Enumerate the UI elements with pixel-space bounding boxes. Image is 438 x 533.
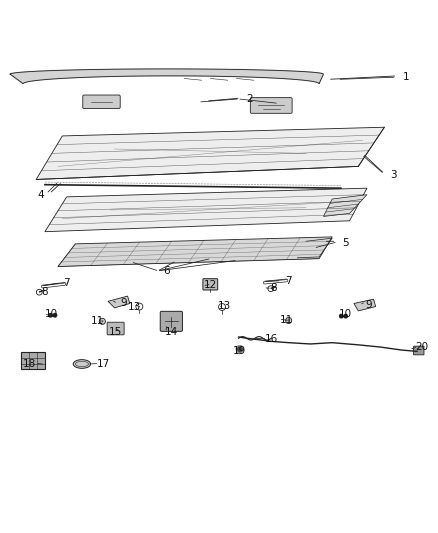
Circle shape [238, 347, 242, 351]
Text: 19: 19 [233, 346, 247, 357]
Text: 8: 8 [270, 283, 277, 293]
FancyBboxPatch shape [107, 322, 124, 335]
Circle shape [38, 290, 41, 294]
Text: 5: 5 [342, 238, 349, 247]
Text: 7: 7 [285, 276, 292, 286]
Circle shape [286, 318, 292, 324]
Text: 6: 6 [163, 266, 170, 276]
Polygon shape [10, 69, 323, 84]
Polygon shape [36, 127, 385, 180]
Text: 2: 2 [246, 94, 253, 104]
Polygon shape [58, 237, 332, 266]
Ellipse shape [73, 360, 91, 368]
Text: 8: 8 [42, 287, 48, 297]
Text: 13: 13 [218, 301, 231, 311]
Text: 7: 7 [64, 278, 70, 288]
FancyBboxPatch shape [203, 279, 218, 290]
Text: 10: 10 [339, 309, 352, 319]
Text: 1: 1 [403, 72, 410, 82]
Text: 9: 9 [366, 300, 372, 310]
Text: 20: 20 [415, 342, 428, 352]
Circle shape [236, 345, 244, 353]
Text: 14: 14 [165, 327, 178, 337]
FancyBboxPatch shape [83, 95, 120, 109]
Circle shape [344, 314, 347, 318]
Circle shape [53, 313, 57, 317]
Polygon shape [45, 188, 367, 232]
Text: 4: 4 [37, 190, 44, 200]
FancyBboxPatch shape [251, 98, 292, 114]
Circle shape [99, 318, 106, 325]
Text: 9: 9 [120, 298, 127, 309]
Circle shape [37, 289, 42, 295]
Polygon shape [323, 195, 367, 216]
Polygon shape [354, 299, 376, 311]
Text: 12: 12 [204, 280, 217, 290]
FancyBboxPatch shape [21, 352, 45, 369]
Polygon shape [108, 296, 130, 308]
Text: 15: 15 [109, 327, 122, 337]
FancyBboxPatch shape [160, 311, 183, 332]
Circle shape [269, 287, 272, 290]
Circle shape [339, 314, 343, 318]
Circle shape [49, 313, 52, 317]
FancyBboxPatch shape [413, 346, 424, 355]
Text: 11: 11 [91, 316, 104, 326]
Circle shape [268, 286, 273, 292]
Text: 13: 13 [127, 302, 141, 312]
Text: 10: 10 [45, 309, 58, 319]
Text: 17: 17 [97, 359, 110, 368]
Text: 3: 3 [390, 170, 396, 180]
Text: 18: 18 [23, 359, 36, 368]
Text: 11: 11 [280, 314, 293, 325]
Text: 16: 16 [265, 334, 278, 344]
